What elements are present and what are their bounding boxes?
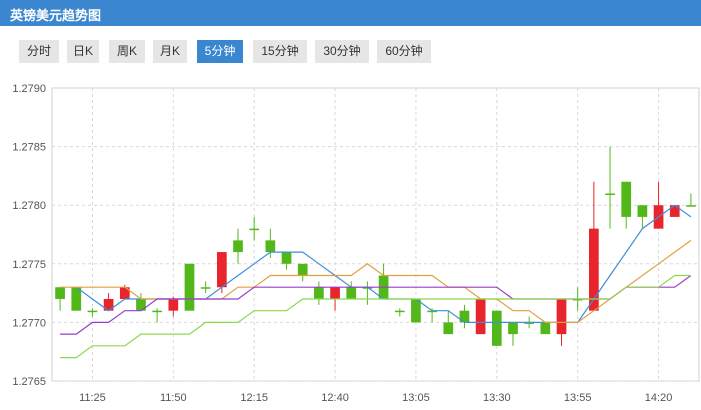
y-tick-label: 1.2775	[12, 259, 46, 271]
candle-body	[427, 310, 437, 313]
x-tick-label: 12:15	[240, 392, 268, 404]
candle-body	[540, 322, 551, 335]
candle-body	[394, 310, 405, 313]
y-tick-label: 1.2785	[12, 142, 46, 154]
candle-body	[265, 240, 276, 253]
candle-body	[119, 287, 130, 299]
candle-body	[87, 310, 98, 313]
candle-body	[103, 298, 114, 311]
candle-body	[55, 287, 65, 299]
candle-body	[200, 287, 211, 289]
x-tick-label: 12:40	[321, 392, 349, 404]
candle-body	[184, 263, 195, 311]
y-tick-label: 1.2770	[12, 317, 46, 329]
candle-body	[281, 252, 292, 264]
candle-body	[346, 287, 357, 299]
candle-body	[669, 205, 680, 217]
candle-body	[168, 298, 179, 311]
candle-body	[297, 263, 308, 276]
x-tick-label: 11:25	[79, 392, 106, 404]
candle-body	[362, 287, 373, 289]
x-tick-label: 13:55	[564, 392, 592, 404]
candle-body	[443, 322, 454, 335]
tab-monthly-k[interactable]: 月K	[153, 40, 187, 63]
candle-body	[216, 252, 227, 288]
tab-daily-k[interactable]: 日K	[67, 40, 99, 63]
y-tick-label: 1.2780	[12, 200, 46, 212]
candle-body	[621, 181, 632, 217]
x-tick-label: 11:50	[160, 392, 187, 404]
candle-body	[475, 298, 486, 335]
candle-body	[459, 310, 470, 323]
x-tick-label: 14:20	[645, 392, 673, 404]
candlestick-chart: 1.2790 1.2785 1.2780 1.2775 1.2770 1.2765 11:2…	[12, 83, 700, 404]
tab-60min[interactable]: 60分钟	[377, 40, 431, 63]
tab-5min[interactable]: 5分钟	[197, 40, 243, 63]
candle-body	[686, 205, 696, 207]
candle-body	[491, 310, 502, 346]
plot-area	[51, 87, 700, 382]
candle-body	[605, 193, 615, 195]
candle-body	[71, 287, 82, 311]
candle-body	[637, 205, 648, 217]
candle-body	[314, 287, 324, 299]
x-tick-label: 13:30	[483, 392, 511, 404]
candle-body	[136, 298, 146, 311]
x-tick-label: 13:05	[402, 392, 430, 404]
moving-average-line	[60, 274, 691, 359]
candle-body	[233, 240, 243, 253]
candle-body	[556, 298, 567, 335]
candle-body	[508, 322, 518, 335]
candle-body	[589, 228, 599, 311]
candle-body	[152, 310, 162, 313]
title-bar: 英镑美元趋势图	[0, 0, 701, 26]
candle-body	[411, 298, 421, 323]
page-title: 英镑美元趋势图	[10, 8, 102, 23]
tab-timeshare[interactable]: 分时	[19, 40, 59, 63]
candle-body	[249, 228, 260, 231]
tab-weekly-k[interactable]: 周K	[109, 40, 145, 63]
tab-15min[interactable]: 15分钟	[253, 40, 307, 63]
candle-body	[524, 322, 535, 324]
candle-body	[330, 287, 340, 299]
tab-30min[interactable]: 30分钟	[315, 40, 369, 63]
y-tick-label: 1.2765	[12, 376, 46, 388]
y-tick-label: 1.2790	[12, 83, 46, 95]
candle-body	[572, 298, 583, 301]
